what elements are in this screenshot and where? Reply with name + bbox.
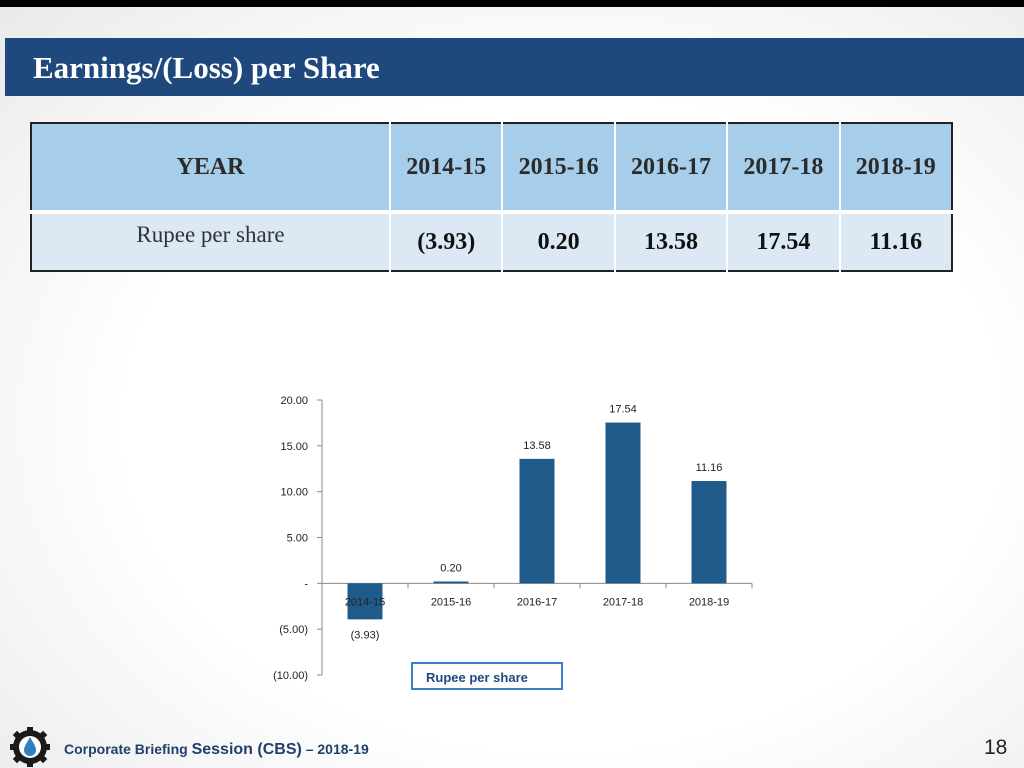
y-tick-label: 15.00 xyxy=(280,441,308,453)
y-tick-label: 10.00 xyxy=(280,487,308,499)
x-tick-label: 2015-16 xyxy=(431,596,471,608)
footer-text-a: Corporate Briefing xyxy=(64,741,192,757)
year-cell: 2015-16 xyxy=(502,123,616,214)
title-bar: Earnings/(Loss) per Share xyxy=(5,38,1024,96)
value-cell: 17.54 xyxy=(727,212,841,271)
y-tick-label: (5.00) xyxy=(279,624,308,636)
page-number: 18 xyxy=(984,736,1008,759)
data-label: (3.93) xyxy=(351,629,380,641)
bar xyxy=(691,481,727,584)
bar xyxy=(433,581,469,584)
bar xyxy=(519,458,555,584)
top-band xyxy=(0,0,1024,7)
value-cell: 0.20 xyxy=(502,212,616,271)
year-cell: 2016-17 xyxy=(614,123,729,214)
bar xyxy=(347,583,383,620)
year-cell: 2017-18 xyxy=(727,123,841,214)
y-tick-label: 5.00 xyxy=(287,533,308,545)
footer-text: Corporate Briefing Session (CBS) – 2018-… xyxy=(64,741,369,759)
table-row: Rupee per share (3.93) 0.20 13.58 17.54 … xyxy=(31,212,952,271)
value-cell: 11.16 xyxy=(839,212,952,271)
year-header-cell: YEAR xyxy=(31,123,391,214)
y-tick-label: 20.00 xyxy=(280,395,308,407)
x-tick-label: 2017-18 xyxy=(603,596,643,608)
year-cell: 2014-15 xyxy=(390,123,504,214)
gear-drop-logo-icon xyxy=(10,727,50,767)
footer: Corporate Briefing Session (CBS) – 2018-… xyxy=(0,722,1024,768)
table-header-row: YEAR 2014-15 2015-16 2016-17 2017-18 201… xyxy=(31,123,952,214)
footer-text-c: – 2018-19 xyxy=(301,741,369,757)
data-label: 11.16 xyxy=(696,462,723,474)
x-tick-label: 2018-19 xyxy=(689,596,729,608)
x-tick-label: 2016-17 xyxy=(517,596,557,608)
footer-text-b: Session (CBS) xyxy=(191,741,302,758)
eps-bar-chart: 20.00 15.00 10.00 5.00 - (5.00) (10.00) 2014-15… xyxy=(273,395,753,682)
slide-title: Earnings/(Loss) per Share xyxy=(33,50,380,85)
bar xyxy=(605,422,641,584)
data-label: 0.20 xyxy=(440,563,461,575)
data-label: 13.58 xyxy=(523,440,551,452)
year-cell: 2018-19 xyxy=(839,123,952,214)
value-cell: (3.93) xyxy=(390,212,504,271)
data-label: 17.54 xyxy=(609,404,637,416)
value-cell: 13.58 xyxy=(614,212,729,271)
chart-legend: Rupee per share xyxy=(411,662,563,690)
y-tick-label: (10.00) xyxy=(273,670,308,682)
row-label-cell: Rupee per share xyxy=(31,212,391,271)
y-tick-label: - xyxy=(304,578,308,590)
eps-table: YEAR 2014-15 2015-16 2016-17 2017-18 201… xyxy=(30,122,953,272)
x-tick-label: 2014-15 xyxy=(345,596,385,608)
